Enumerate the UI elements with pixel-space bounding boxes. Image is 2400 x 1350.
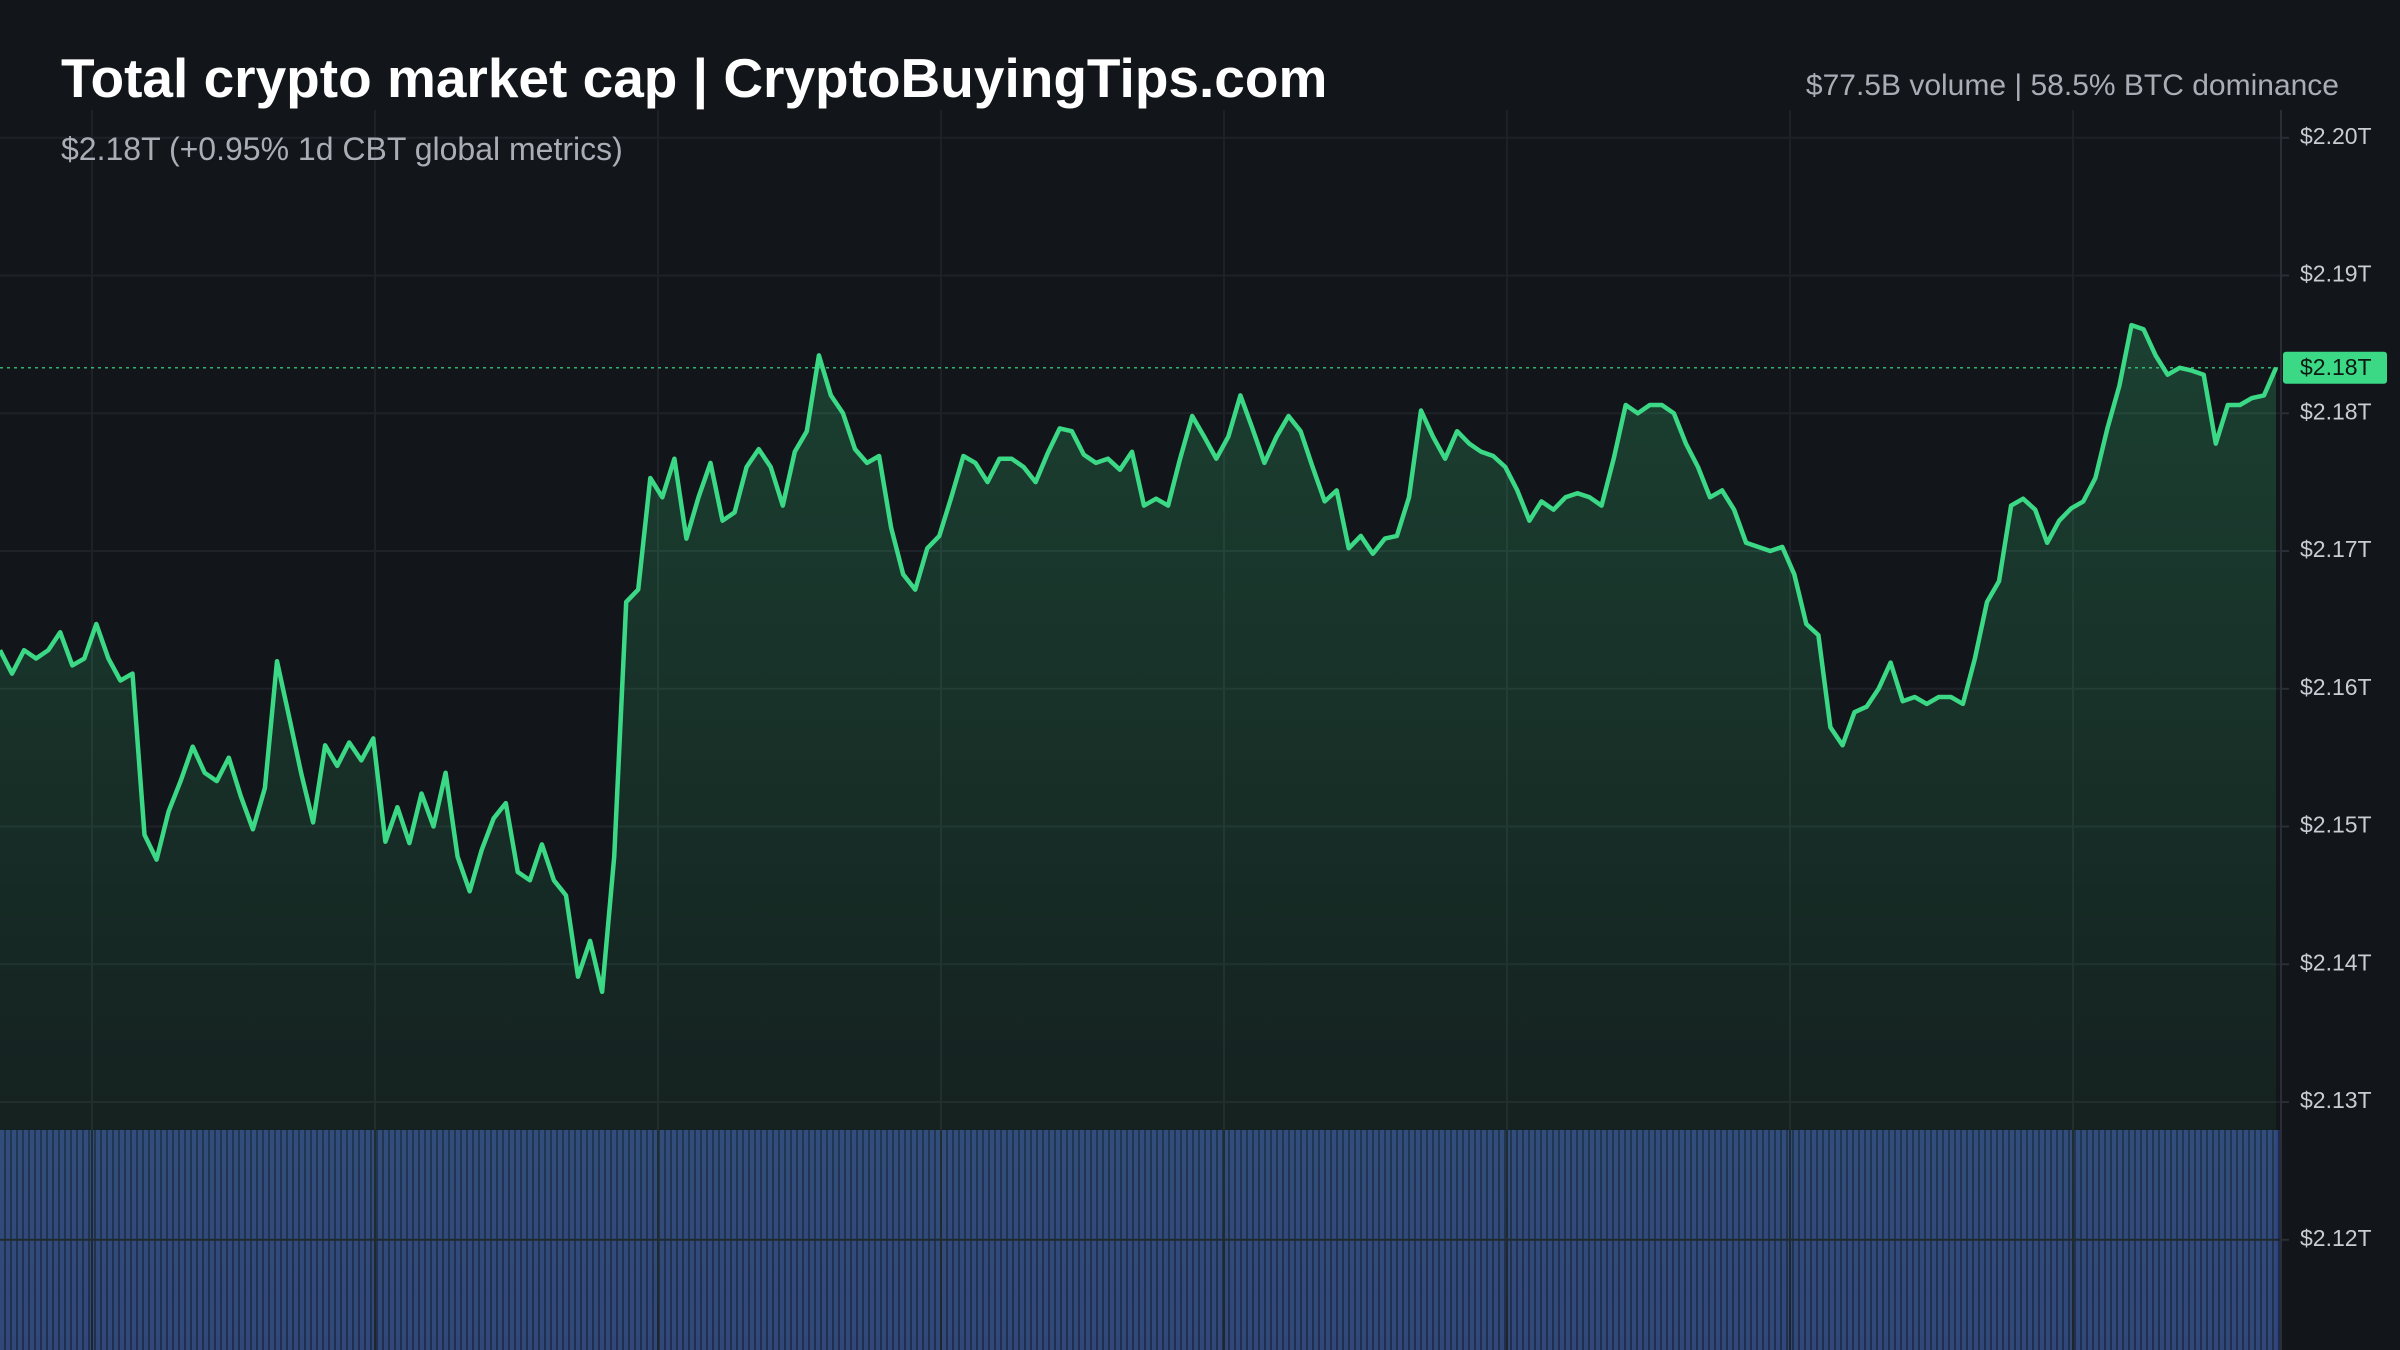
y-tick-label: $2.16T xyxy=(2300,674,2372,700)
y-tick-label: $2.12T xyxy=(2300,1225,2372,1251)
price-line xyxy=(0,322,2279,995)
y-tick-label: $2.13T xyxy=(2300,1087,2372,1113)
y-tick-label: $2.17T xyxy=(2300,536,2372,562)
chart-title: Total crypto market cap | CryptoBuyingTi… xyxy=(61,47,1327,110)
y-tick-label: $2.14T xyxy=(2300,949,2372,975)
market-stats: $77.5B volume | 58.5% BTC dominance xyxy=(1806,69,2339,102)
y-tick-label: $2.20T xyxy=(2300,123,2372,149)
area xyxy=(0,325,2276,1350)
current-price-box xyxy=(2283,351,2387,384)
y-tick-label: $2.15T xyxy=(2300,812,2372,838)
current-price-label: $2.18T xyxy=(2300,354,2372,380)
y-tick-label: $2.18T xyxy=(2300,398,2372,424)
chart-subtitle: $2.18T (+0.95% 1d CBT global metrics) xyxy=(61,131,623,167)
y-tick-label: $2.19T xyxy=(2300,261,2372,287)
